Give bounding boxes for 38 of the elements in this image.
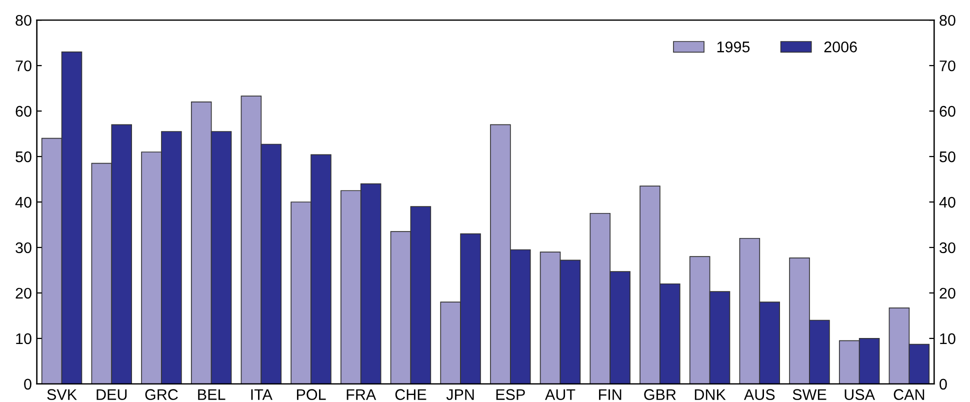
y-tick-label: 80 — [16, 14, 32, 26]
x-tick-label: ESP — [496, 389, 525, 400]
x-tick-label: SVK — [47, 389, 77, 400]
y-tick-label: 40 — [15, 196, 32, 208]
x-tick-label: DNK — [694, 389, 726, 400]
y2-tick-label: 10 — [940, 333, 956, 344]
y2-tick-label: 70 — [940, 60, 956, 72]
x-tick-label: POL — [296, 389, 326, 400]
y2-tick-label: 0 — [940, 378, 947, 390]
x-tick-label: SWE — [792, 389, 826, 400]
x-tick-label: BEL — [198, 389, 226, 400]
y-tick-label: 10 — [16, 333, 32, 344]
y2-tick-label: 40 — [939, 196, 956, 208]
x-tick-label: FRA — [346, 389, 376, 400]
x-tick-label: GRC — [145, 389, 178, 400]
x-tick-label: CAN — [894, 389, 924, 400]
legend-label: 2006 — [824, 42, 857, 52]
x-tick-label: GBR — [644, 389, 676, 400]
y2-tick-label: 80 — [940, 14, 956, 26]
x-tick-label: DEU — [96, 389, 127, 400]
x-tick-label: FIN — [599, 389, 622, 400]
y2-tick-label: 20 — [940, 288, 956, 299]
y-tick-label: 50 — [16, 151, 32, 162]
x-tick-label: CHE — [395, 389, 426, 400]
y-tick-label: 30 — [16, 242, 32, 254]
x-tick-label: AUT — [545, 389, 576, 400]
x-tick-label: JPN — [446, 389, 474, 400]
x-tick-label: ITA — [251, 389, 272, 400]
y-tick-label: 20 — [16, 288, 32, 299]
y-tick-label: 0 — [24, 378, 32, 390]
x-tick-label: USA — [844, 389, 876, 400]
y2-tick-label: 60 — [940, 106, 956, 117]
legend-label: 1995 — [717, 42, 750, 52]
y2-tick-label: 30 — [940, 242, 956, 254]
y2-tick-label: 50 — [940, 151, 956, 162]
y-tick-label: 70 — [16, 60, 32, 72]
y-tick-label: 60 — [16, 106, 32, 117]
x-tick-label: AUS — [744, 389, 775, 400]
